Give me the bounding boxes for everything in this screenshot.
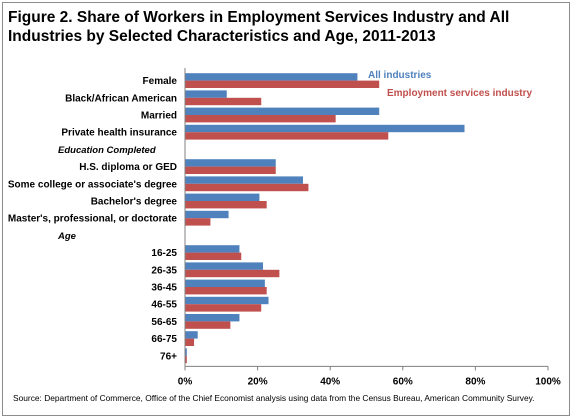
legend-all-industries: All industries — [368, 70, 432, 81]
section-label-age: Age — [57, 231, 77, 242]
bar-employment-services-some-college-or-associate-s-degree — [185, 183, 309, 192]
bar-all-industries-56-65 — [185, 314, 240, 322]
category-label-private-health-insurance: Private health insurance — [61, 128, 177, 139]
x-tick-label: 0% — [178, 376, 193, 387]
category-label-some-college-or-associate-s-degree: Some college or associate's degree — [8, 179, 178, 190]
bar-employment-services-66-75 — [185, 338, 195, 346]
x-tick-label: 40% — [320, 376, 340, 387]
x-tick-label: 80% — [465, 376, 485, 387]
figure-frame — [2, 2, 570, 416]
bar-all-industries-h-s-diploma-or-ged — [185, 159, 276, 167]
bar-employment-services-female — [185, 80, 380, 88]
bar-employment-services-private-health-insurance — [185, 132, 389, 140]
legend-employment-services: Employment services industry — [387, 88, 532, 99]
category-label-56-65: 56-65 — [151, 317, 177, 328]
bar-all-industries-private-health-insurance — [185, 124, 465, 133]
bar-employment-services-56-65 — [185, 321, 231, 329]
bar-employment-services-h-s-diploma-or-ged — [185, 166, 276, 174]
bar-all-industries-black-african-american — [185, 90, 227, 98]
bar-employment-services-master-s-professional-or-doctorate — [185, 218, 211, 226]
bar-all-industries-76 — [185, 348, 187, 356]
category-label-36-45: 36-45 — [151, 283, 177, 294]
bar-all-industries-some-college-or-associate-s-degree — [185, 176, 303, 184]
x-tick-label: 100% — [535, 376, 561, 387]
bar-employment-services-black-african-american — [185, 97, 262, 106]
bar-employment-services-16-25 — [185, 252, 242, 260]
category-label-bachelor-s-degree: Bachelor's degree — [91, 197, 178, 208]
bar-employment-services-36-45 — [185, 287, 267, 295]
bar-employment-services-26-35 — [185, 269, 280, 278]
category-label-h-s-diploma-or-ged: H.S. diploma or GED — [79, 162, 177, 173]
bar-all-industries-16-25 — [185, 245, 240, 253]
category-label-16-25: 16-25 — [151, 248, 177, 259]
category-label-26-35: 26-35 — [151, 265, 177, 276]
bar-all-industries-bachelor-s-degree — [185, 193, 260, 201]
bar-employment-services-46-55 — [185, 304, 262, 312]
bar-employment-services-married — [185, 115, 336, 123]
bar-all-industries-married — [185, 107, 380, 115]
category-label-46-55: 46-55 — [151, 300, 177, 311]
category-label-76: 76+ — [160, 351, 177, 362]
category-label-married: Married — [141, 111, 177, 122]
x-tick-label: 60% — [393, 376, 413, 387]
bars-layer — [185, 73, 465, 364]
bar-all-industries-26-35 — [185, 262, 264, 270]
category-label-black-african-american: Black/African American — [65, 93, 177, 104]
source-note: Source: Department of Commerce, Office o… — [13, 393, 535, 403]
chart-title: Figure 2. Share of Workers in Employment… — [8, 9, 510, 45]
category-label-66-75: 66-75 — [151, 334, 177, 345]
x-axis: 0% 20% 40% 60% 80% 100% — [178, 68, 561, 387]
section-label-education-completed: Education Completed — [58, 145, 156, 156]
category-labels: Female Black/African American Married Priva… — [8, 76, 178, 362]
bar-all-industries-66-75 — [185, 331, 198, 339]
bar-all-industries-female — [185, 73, 358, 81]
bar-employment-services-76 — [185, 355, 187, 364]
category-label-master-s-professional-or-doctorate: Master's, professional, or doctorate — [8, 214, 178, 225]
legend: All industries Employment services indust… — [368, 70, 532, 99]
category-label-female: Female — [143, 76, 178, 87]
bar-employment-services-bachelor-s-degree — [185, 201, 267, 209]
bar-all-industries-46-55 — [185, 296, 269, 305]
bar-all-industries-36-45 — [185, 279, 265, 287]
bar-all-industries-master-s-professional-or-doctorate — [185, 210, 229, 219]
x-tick-label: 20% — [248, 376, 268, 387]
